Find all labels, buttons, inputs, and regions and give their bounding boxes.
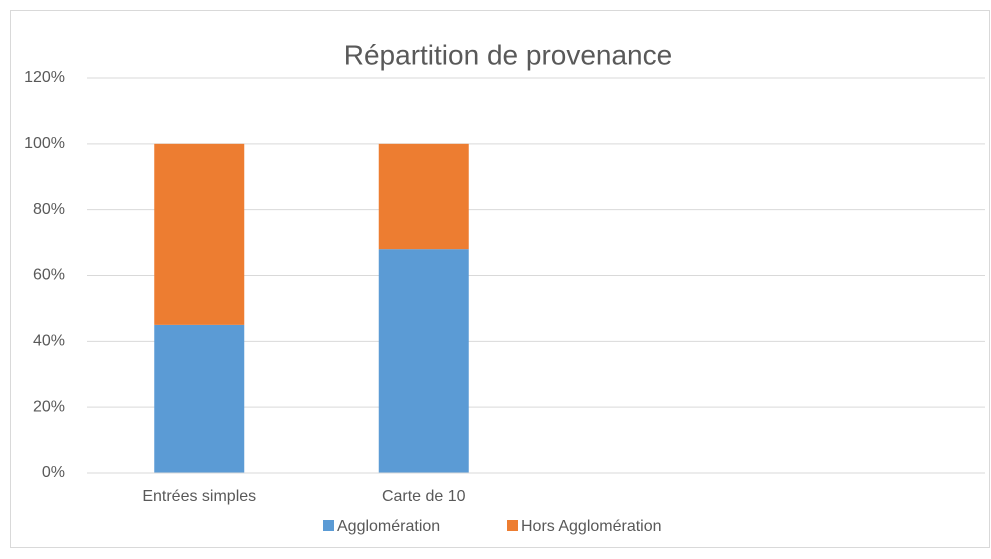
bar-segment — [378, 249, 469, 473]
bar-segment — [378, 143, 469, 250]
chart-title: Répartition de provenance — [344, 39, 672, 70]
bar-segment — [154, 143, 245, 325]
y-tick-label: 0% — [42, 464, 65, 481]
y-tick-label: 80% — [33, 201, 65, 218]
y-tick-label: 40% — [33, 333, 65, 350]
x-tick-label: Entrées simples — [142, 488, 256, 505]
legend-label: Agglomération — [337, 518, 440, 535]
legend-label: Hors Agglomération — [521, 518, 662, 535]
bar-segment — [154, 324, 245, 473]
y-tick-label: 20% — [33, 398, 65, 415]
y-tick-label: 60% — [33, 267, 65, 284]
legend-swatch — [507, 520, 518, 531]
y-tick-label: 120% — [24, 69, 65, 86]
legend-swatch — [323, 520, 334, 531]
y-tick-label: 100% — [24, 135, 65, 152]
x-tick-label: Carte de 10 — [382, 488, 466, 505]
